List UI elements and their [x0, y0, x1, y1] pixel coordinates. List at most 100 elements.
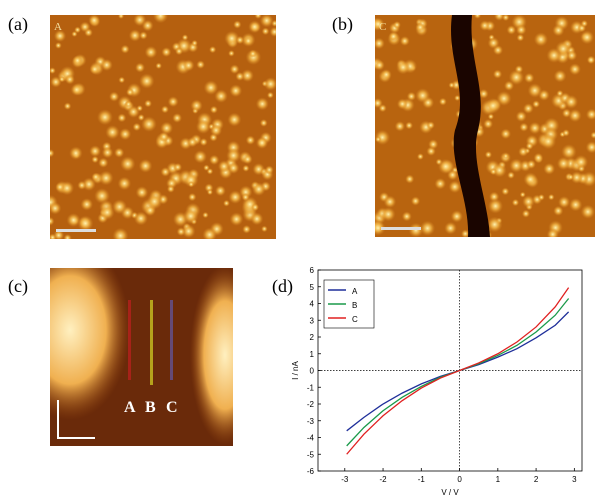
surface-feature [515, 110, 527, 122]
stm-image: C [375, 15, 595, 237]
surface-feature [567, 174, 574, 181]
legend-label: B [352, 301, 357, 310]
surface-feature [190, 99, 203, 112]
surface-feature [248, 20, 262, 34]
surface-feature [444, 221, 457, 235]
surface-feature [405, 174, 415, 184]
surface-feature [580, 204, 595, 219]
surface-feature [245, 135, 256, 145]
surface-feature [393, 20, 401, 29]
surface-feature [228, 190, 243, 204]
surface-feature [525, 142, 534, 150]
surface-feature [460, 229, 470, 237]
surface-feature [375, 59, 385, 71]
surface-feature [590, 131, 595, 139]
surface-feature [426, 121, 435, 130]
surface-feature [380, 69, 392, 81]
surface-feature [161, 47, 172, 58]
island [50, 268, 130, 420]
y-tick-label: 3 [310, 316, 315, 325]
trace [150, 300, 153, 385]
surface-feature [448, 81, 455, 89]
surface-feature [375, 17, 385, 31]
y-tick-label: -6 [307, 467, 315, 476]
surface-feature [193, 150, 207, 164]
surface-feature [487, 113, 495, 120]
scale-bar [56, 229, 96, 232]
surface-feature [255, 97, 269, 111]
surface-feature [50, 76, 62, 88]
surface-feature [80, 198, 94, 211]
surface-feature [259, 15, 274, 28]
surface-feature [191, 39, 198, 47]
surface-feature [243, 36, 253, 46]
panel-label: (b) [332, 14, 353, 35]
surface-feature [484, 150, 493, 159]
surface-feature [227, 162, 240, 174]
surface-feature [209, 105, 218, 114]
surface-feature [63, 234, 72, 239]
series-line [346, 298, 570, 447]
surface-feature [227, 112, 242, 127]
iv-chart: -6 -5 -4 -3 -2 -1 0 1 2 3 4 5 6 -3 -2 -1 0 1 2 3 V / V I / nA… [291, 266, 583, 497]
y-axis-label: I / nA [291, 361, 300, 380]
surface-feature [532, 100, 541, 108]
surface-feature [98, 157, 109, 168]
surface-feature [502, 153, 509, 160]
surface-feature [242, 224, 251, 234]
surface-feature [500, 128, 512, 140]
surface-feature [63, 102, 72, 110]
surface-feature [98, 170, 114, 186]
surface-feature [50, 202, 62, 215]
surface-feature [494, 15, 505, 21]
surface-feature [155, 62, 162, 70]
surface-feature [261, 27, 270, 36]
image-label: C [166, 399, 178, 416]
image-label: A [54, 21, 62, 33]
surface-feature [483, 118, 494, 129]
y-tick-label: -4 [307, 434, 315, 443]
surface-feature [202, 211, 209, 219]
surface-feature [251, 203, 260, 212]
surface-feature [242, 164, 250, 172]
gap [451, 15, 490, 237]
surface-feature [553, 205, 564, 216]
surface-feature [528, 121, 542, 135]
surface-feature [585, 108, 595, 121]
surface-feature [72, 55, 83, 66]
surface-feature [448, 180, 462, 194]
surface-feature [108, 91, 120, 102]
stm-image: A [50, 15, 276, 239]
legend-label: C [352, 315, 358, 324]
legend-label: A [352, 287, 358, 296]
y-tick-label: 1 [310, 350, 315, 359]
surface-feature [132, 122, 141, 132]
surface-feature [228, 50, 235, 57]
surface-feature [241, 193, 250, 202]
surface-feature [553, 69, 567, 83]
surface-feature [515, 24, 527, 36]
surface-feature [416, 153, 424, 161]
surface-feature [538, 193, 545, 201]
series-line [346, 287, 570, 455]
surface-feature [235, 35, 245, 45]
surface-feature [182, 59, 195, 72]
surface-feature [117, 113, 127, 123]
surface-feature [399, 35, 410, 47]
surface-feature [546, 47, 562, 63]
surface-feature [564, 94, 579, 109]
surface-feature [478, 88, 489, 99]
y-tick-label: 6 [310, 266, 315, 275]
surface-feature [546, 228, 559, 237]
surface-feature [503, 80, 515, 91]
surface-feature [533, 152, 544, 163]
surface-feature [263, 77, 276, 91]
surface-feature [77, 215, 94, 232]
surface-feature [139, 31, 148, 40]
surface-feature [183, 208, 199, 224]
surface-feature [511, 198, 520, 207]
surface-feature [209, 154, 220, 166]
surface-feature [209, 124, 223, 137]
surface-feature [187, 136, 198, 148]
surface-feature [558, 196, 571, 209]
